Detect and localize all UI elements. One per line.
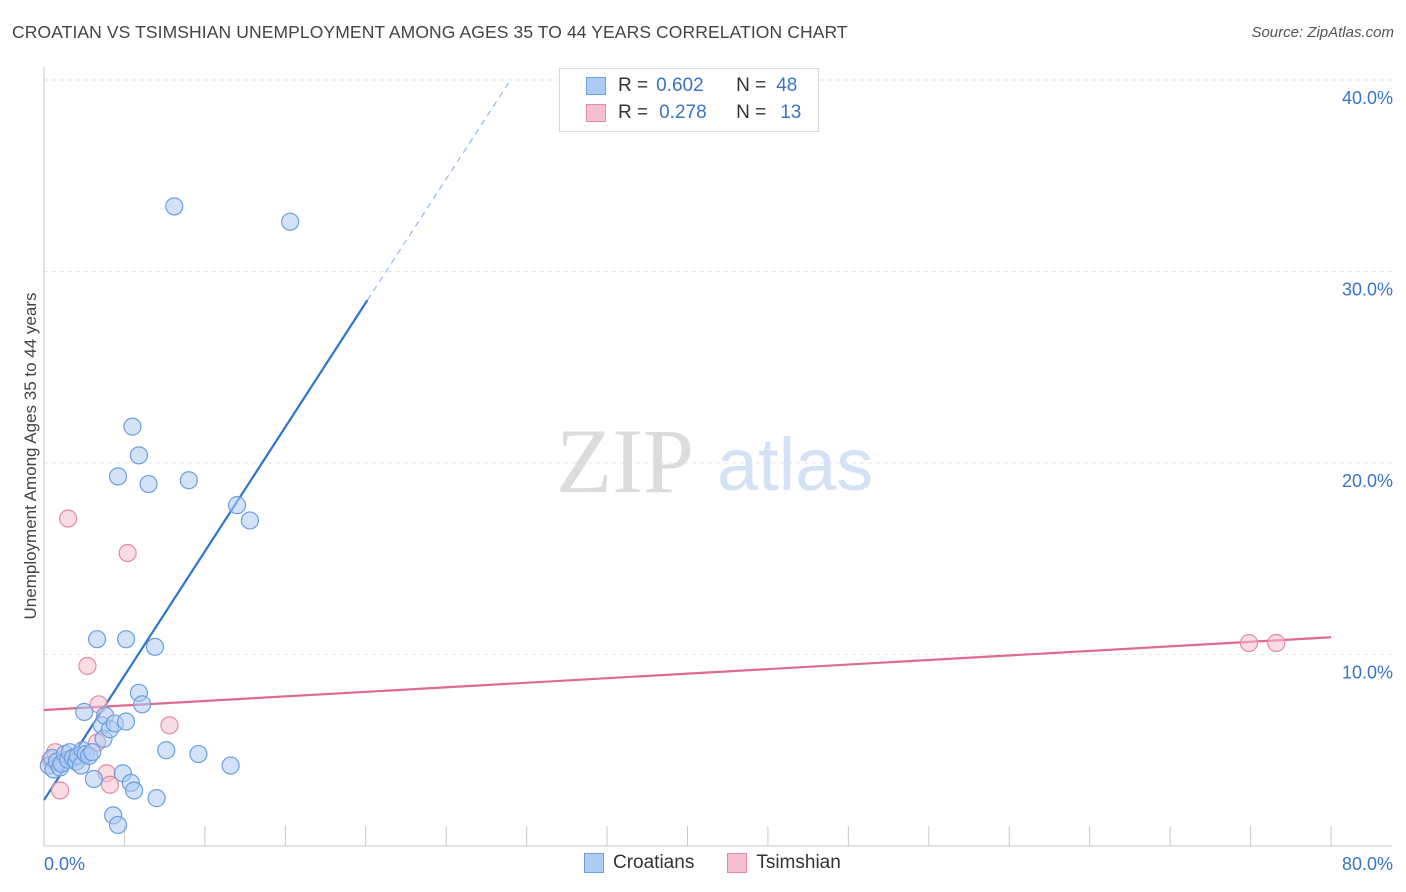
y-axis-label: Unemployment Among Ages 35 to 44 years	[21, 292, 40, 620]
watermark-zip: ZIP	[556, 410, 694, 512]
tsimshian-swatch	[586, 104, 606, 122]
series-legend: Croatians Tsimshian	[584, 852, 874, 874]
watermark-atlas: atlas	[717, 423, 873, 506]
tsimshian-legend-label: Tsimshian	[756, 852, 841, 873]
croatians-point[interactable]	[145, 637, 165, 656]
tsimshian-point[interactable]	[160, 716, 179, 735]
tsimshian-point[interactable]	[1267, 633, 1286, 653]
axis-layer	[43, 67, 1392, 847]
croatians-point[interactable]	[83, 743, 102, 762]
stats-legend: R = 0.602 N = 48 R = 0.278 N = 13	[559, 68, 819, 132]
croatians-point[interactable]	[133, 695, 152, 714]
croatians-trend-extension	[366, 79, 511, 301]
tsimshian-point[interactable]	[118, 543, 137, 563]
croatians-swatch	[586, 77, 606, 95]
croatians-point[interactable]	[116, 712, 136, 731]
label-layer: 10.0% 20.0% 30.0% 40.0% 0.0% 80.0%	[44, 88, 1393, 874]
legend-item-croatians[interactable]: Croatians	[584, 852, 694, 874]
croatians-point[interactable]	[75, 702, 94, 722]
x-tick-label: 0.0%	[44, 854, 85, 874]
source-label: Source: ZipAtlas.com	[1251, 24, 1394, 41]
croatians-point[interactable]	[84, 769, 103, 789]
y-tick-label: 30.0%	[1342, 280, 1393, 300]
grid-layer	[44, 79, 1392, 655]
y-tick-label: 10.0%	[1342, 663, 1393, 683]
y-tick-label: 20.0%	[1342, 471, 1393, 491]
croatians-point[interactable]	[129, 446, 149, 465]
tsimshian-trend-line	[43, 636, 1332, 712]
croatians-point[interactable]	[281, 212, 300, 231]
y-tick-label: 40.0%	[1342, 88, 1393, 108]
legend-n-value: 13	[780, 102, 802, 123]
croatians-point[interactable]	[165, 197, 184, 216]
croatians-point[interactable]	[147, 789, 166, 808]
tsimshian-point[interactable]	[50, 781, 70, 800]
croatians-point[interactable]	[240, 511, 260, 530]
croatians-point[interactable]	[189, 744, 208, 764]
legend-n-label: N =	[736, 102, 767, 123]
legend-r-value: 0.278	[659, 102, 707, 123]
x-tick-label: 80.0%	[1342, 854, 1393, 874]
tsimshian-legend-swatch	[727, 853, 748, 873]
legend-r-label: R =	[618, 75, 649, 96]
croatians-point[interactable]	[108, 815, 128, 835]
legend-n-label: N =	[736, 75, 767, 96]
legend-r-label: R =	[618, 102, 649, 123]
croatians-point[interactable]	[123, 417, 142, 436]
croatians-point[interactable]	[221, 756, 240, 775]
croatians-point[interactable]	[157, 741, 176, 760]
croatians-legend-label: Croatians	[613, 852, 695, 873]
legend-row-tsimshian: R = 0.278 N = 13	[586, 101, 801, 125]
point-layer	[39, 197, 1286, 835]
chart-title: CROATIAN VS TSIMSHIAN UNEMPLOYMENT AMONG…	[12, 22, 848, 42]
tsimshian-point[interactable]	[59, 509, 78, 528]
croatians-point[interactable]	[108, 467, 128, 486]
croatians-point[interactable]	[179, 471, 198, 490]
croatians-point[interactable]	[227, 496, 247, 515]
tsimshian-point[interactable]	[1239, 633, 1259, 653]
tsimshian-point[interactable]	[100, 775, 120, 794]
legend-row-croatians: R = 0.602 N = 48	[586, 74, 797, 98]
croatians-point[interactable]	[87, 630, 107, 649]
croatians-trend-line	[43, 299, 369, 801]
croatians-point[interactable]	[116, 630, 136, 649]
croatians-point[interactable]	[139, 474, 158, 494]
watermark: ZIP atlas	[556, 410, 873, 512]
tsimshian-point[interactable]	[78, 656, 97, 676]
legend-n-value: 48	[776, 75, 798, 96]
croatians-point[interactable]	[124, 781, 144, 800]
croatians-legend-swatch	[584, 853, 604, 873]
legend-r-value: 0.602	[656, 75, 704, 96]
legend-item-tsimshian[interactable]: Tsimshian	[727, 852, 841, 874]
